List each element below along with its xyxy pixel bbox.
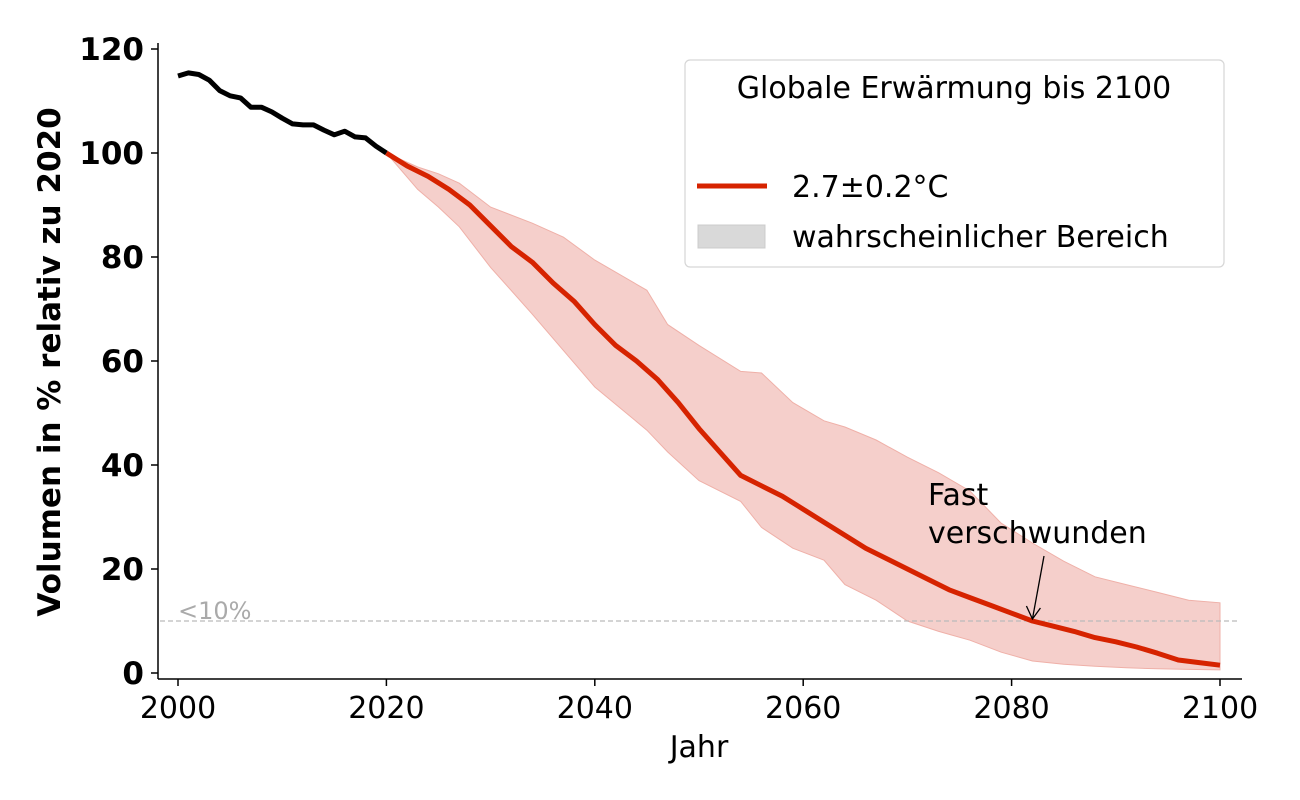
annotation-line-2: verschwunden (928, 516, 1147, 551)
projection-series-line (385, 150, 1221, 668)
x-tick-label: 2020 (348, 691, 424, 726)
annotation: Fast verschwunden (928, 478, 1147, 621)
x-tick-label: 2100 (1182, 691, 1258, 726)
legend-entry-line-label: 2.7±0.2°C (792, 170, 949, 205)
x-tick-label: 2040 (557, 691, 633, 726)
x-tick-label: 2000 (140, 691, 216, 726)
annotation-line-1: Fast (928, 478, 989, 513)
annotation-arrow-head (1025, 605, 1041, 621)
y-axis-label: Volumen in % relativ zu 2020 (32, 107, 68, 616)
y-tick-label: 120 (79, 32, 144, 68)
x-tick-label: 2080 (973, 691, 1049, 726)
legend-entry-band-label: wahrscheinlicher Bereich (792, 220, 1169, 255)
historic-series-line (177, 70, 388, 156)
y-tick-label: 100 (79, 136, 144, 172)
x-axis-label: Jahr (668, 730, 729, 765)
legend-frame (684, 59, 1225, 268)
annotation-arrow-shaft (1031, 555, 1045, 620)
y-tick-label: 20 (101, 552, 144, 588)
annotation-arrow (1025, 555, 1045, 621)
y-tick-label: 60 (101, 344, 144, 380)
y-tick-label: 80 (101, 240, 144, 276)
legend: Globale Erwärmung bis 2100 2.7±0.2°C wah… (684, 59, 1225, 268)
likely-range-band (386, 152, 1221, 671)
legend-patch-swatch (697, 224, 766, 249)
plot-area (160, 70, 1240, 671)
threshold-label: <10% (178, 597, 251, 625)
legend-title: Globale Erwärmung bis 2100 (737, 71, 1171, 106)
y-tick-label: 0 (122, 656, 144, 692)
x-tick-label: 2060 (765, 691, 841, 726)
y-tick-label: 40 (101, 448, 144, 484)
